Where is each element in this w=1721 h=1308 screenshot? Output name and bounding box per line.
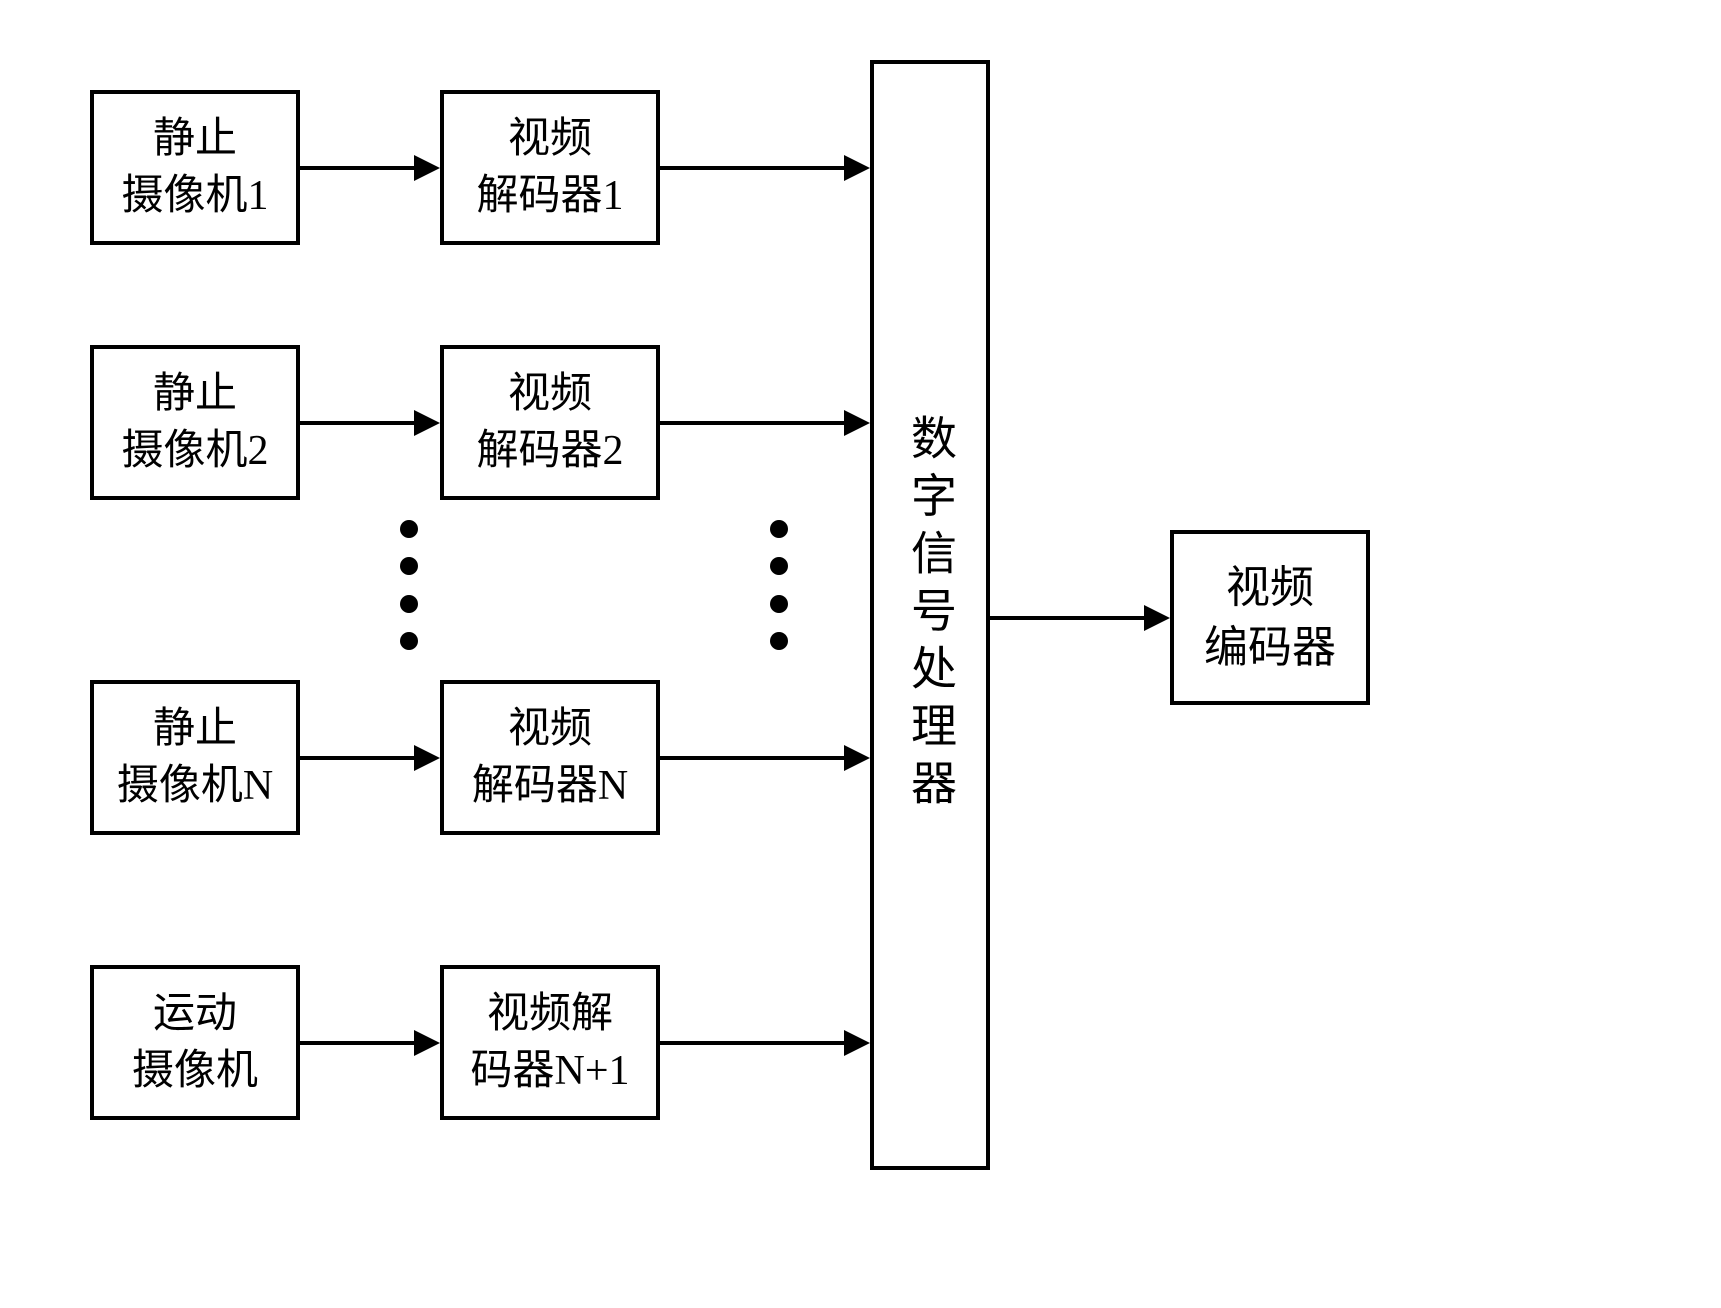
edge-head-8 <box>1144 605 1170 631</box>
ellipsis-dot <box>400 595 418 613</box>
edge-line-3 <box>300 1041 416 1045</box>
node-dsp: 数字信号处理器 <box>870 60 990 1170</box>
ellipsis-1 <box>770 520 788 650</box>
ellipsis-dot <box>770 557 788 575</box>
ellipsis-dot <box>400 520 418 538</box>
edge-line-8 <box>990 616 1146 620</box>
edge-line-4 <box>660 166 846 170</box>
node-dec1: 视频 解码器1 <box>440 90 660 245</box>
node-label-decN1: 视频解 码器N+1 <box>470 986 629 1099</box>
edge-head-0 <box>414 155 440 181</box>
edge-head-3 <box>414 1030 440 1056</box>
node-cam2: 静止 摄像机2 <box>90 345 300 500</box>
node-camMov: 运动 摄像机 <box>90 965 300 1120</box>
ellipsis-dot <box>770 595 788 613</box>
node-cam1: 静止 摄像机1 <box>90 90 300 245</box>
node-label-camMov: 运动 摄像机 <box>132 986 258 1099</box>
edge-line-5 <box>660 421 846 425</box>
ellipsis-dot <box>400 557 418 575</box>
edge-line-2 <box>300 756 416 760</box>
node-enc: 视频 编码器 <box>1170 530 1370 705</box>
edge-line-1 <box>300 421 416 425</box>
edge-head-1 <box>414 410 440 436</box>
edge-head-4 <box>844 155 870 181</box>
node-decN1: 视频解 码器N+1 <box>440 965 660 1120</box>
ellipsis-dot <box>400 632 418 650</box>
node-label-decN: 视频 解码器N <box>472 701 628 814</box>
ellipsis-dot <box>770 632 788 650</box>
node-label-dsp: 数字信号处理器 <box>899 414 961 817</box>
edge-line-6 <box>660 756 846 760</box>
edge-head-5 <box>844 410 870 436</box>
edge-head-7 <box>844 1030 870 1056</box>
node-label-camN: 静止 摄像机N <box>117 701 273 814</box>
node-dec2: 视频 解码器2 <box>440 345 660 500</box>
node-decN: 视频 解码器N <box>440 680 660 835</box>
edge-line-0 <box>300 166 416 170</box>
node-label-enc: 视频 编码器 <box>1204 558 1336 677</box>
node-label-dec1: 视频 解码器1 <box>476 111 623 224</box>
ellipsis-0 <box>400 520 418 650</box>
diagram-canvas: 静止 摄像机1 静止 摄像机2 静止 摄像机N 运动 摄像机 视频 解码器1 视频 解码器… <box>0 0 1721 1308</box>
ellipsis-dot <box>770 520 788 538</box>
node-label-cam1: 静止 摄像机1 <box>121 111 268 224</box>
node-label-cam2: 静止 摄像机2 <box>121 366 268 479</box>
node-camN: 静止 摄像机N <box>90 680 300 835</box>
edge-head-2 <box>414 745 440 771</box>
edge-head-6 <box>844 745 870 771</box>
node-label-dec2: 视频 解码器2 <box>476 366 623 479</box>
edge-line-7 <box>660 1041 846 1045</box>
